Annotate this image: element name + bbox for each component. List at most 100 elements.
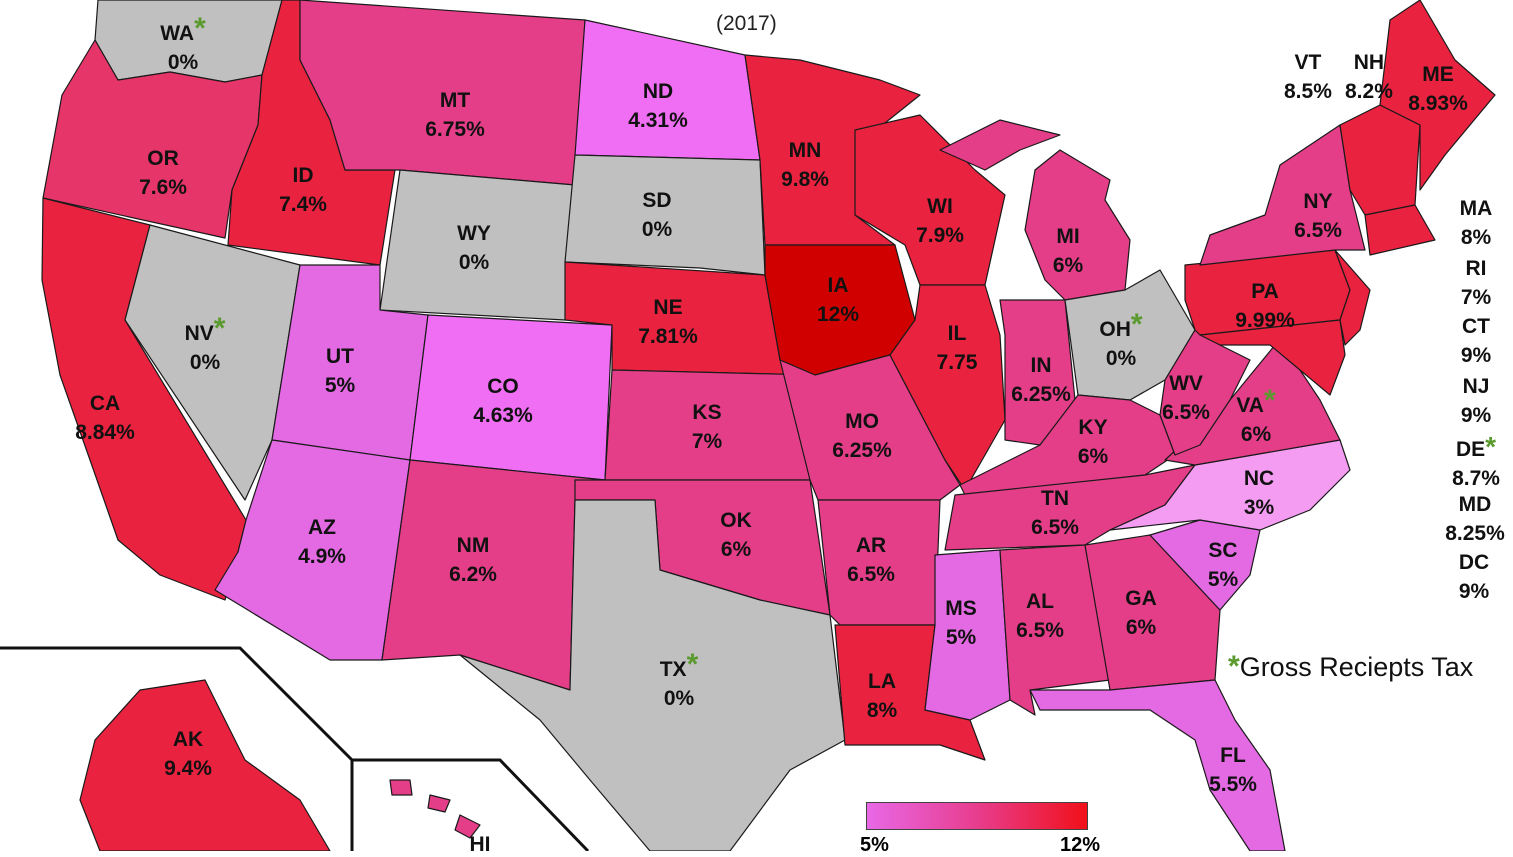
state-label-ny: NY 6.5% [1294, 190, 1342, 242]
state-rate: 0% [190, 351, 221, 374]
state-label-id: ID 7.4% [279, 164, 327, 216]
state-label-ak: AK 9.4% [164, 728, 212, 780]
scale-max-label: 12% [1060, 834, 1101, 856]
state-rate: 6.2% [449, 563, 497, 586]
label-dc: DC 9% [1452, 548, 1496, 606]
state-label-tn: TN 6.5% [1031, 487, 1079, 539]
state-abbr: TN [1041, 487, 1069, 510]
state-rate: 0% [168, 51, 199, 74]
state-abbr: NH [1353, 51, 1385, 74]
color-scale-bar [866, 802, 1088, 830]
state-rate: 6% [721, 538, 752, 561]
state-shape-ne3 [1364, 204, 1436, 256]
state-shape-ny [1199, 124, 1366, 266]
state-abbr: NV [185, 322, 214, 345]
state-abbr: WV [1169, 372, 1203, 395]
state-abbr: SD [642, 189, 671, 212]
state-label-va: VA* 6% [1236, 384, 1276, 446]
label-nj: NJ 9% [1456, 372, 1496, 430]
state-rate: 8.84% [75, 421, 135, 444]
state-label-az: AZ 4.9% [298, 516, 346, 568]
gross-receipts-legend: *Gross Reciepts Tax [1228, 650, 1473, 684]
state-shapes [41, 0, 1496, 851]
state-label-nm: NM 6.2% [449, 534, 497, 586]
state-rate: 7% [1460, 286, 1492, 309]
state-abbr: AR [856, 534, 886, 557]
state-rate: 5% [325, 374, 356, 397]
legend-asterisk: * [1228, 650, 1240, 683]
state-abbr: AL [1026, 590, 1054, 613]
state-rate: 8.5% [1284, 80, 1332, 103]
state-rate: 0% [642, 218, 673, 241]
state-rate: 7.4% [279, 193, 327, 216]
state-abbr: TX [660, 658, 687, 681]
state-abbr: OR [147, 147, 179, 170]
state-rate: 6% [1078, 445, 1109, 468]
state-shape-sd [564, 154, 766, 276]
state-shape-mi2 [939, 119, 1061, 171]
state-shape-ak [79, 679, 331, 851]
state-rate: 0% [459, 251, 490, 274]
state-rate: 4.31% [628, 109, 688, 132]
state-abbr: MI [1056, 225, 1079, 248]
state-label-ks: KS 7% [692, 401, 723, 453]
state-abbr: IN [1031, 354, 1052, 377]
state-abbr: MT [440, 89, 470, 112]
gross-receipts-asterisk: * [1264, 384, 1276, 417]
state-abbr: NY [1303, 190, 1332, 213]
state-abbr: HI [470, 833, 491, 851]
state-rate: 3% [1244, 496, 1275, 519]
state-shape-wy [379, 169, 576, 321]
state-abbr: VT [1294, 51, 1322, 74]
state-abbr: ME [1422, 63, 1454, 86]
state-label-ia: IA 12% [817, 274, 859, 326]
state-shape-fl [1029, 679, 1286, 851]
scale-min-label: 5% [860, 834, 889, 856]
state-rate: 8% [867, 699, 898, 722]
state-label-al: AL 6.5% [1016, 590, 1064, 642]
state-rate: 4.9% [298, 545, 346, 568]
state-abbr: PA [1251, 280, 1279, 303]
state-rate: 5.5% [1209, 773, 1257, 796]
label-ct: CT 9% [1456, 312, 1496, 370]
state-rate: 6% [1241, 423, 1272, 446]
state-label-sc: SC 5% [1208, 539, 1239, 591]
state-label-nc: NC 3% [1244, 467, 1275, 519]
state-abbr: OK [720, 509, 752, 532]
state-label-mi: MI 6% [1053, 225, 1084, 277]
state-abbr: NE [653, 296, 682, 319]
state-rate: 5% [1208, 568, 1239, 591]
state-label-ut: UT 5% [325, 345, 356, 397]
state-shape-nj [1334, 249, 1371, 346]
state-label-co: CO 4.63% [473, 375, 533, 427]
state-rate: 7% [692, 430, 723, 453]
state-label-wi: WI 7.9% [916, 195, 964, 247]
gross-receipts-asterisk: * [687, 648, 699, 681]
state-rate: 8.2% [1345, 80, 1393, 103]
state-rate: 6.5% [1294, 219, 1342, 242]
state-label-nd: ND 4.31% [628, 80, 688, 132]
state-rate: 9% [1458, 580, 1490, 603]
inset-frames [0, 646, 590, 851]
state-rate: 5% [946, 626, 977, 649]
state-label-mo: MO 6.25% [832, 410, 892, 462]
state-abbr: NJ [1462, 375, 1490, 398]
state-rate: 9% [1460, 404, 1492, 427]
state-shape-me [1379, 0, 1496, 191]
state-label-mn: MN 9.8% [781, 139, 829, 191]
state-abbr: FL [1220, 744, 1246, 767]
state-label-la: LA 8% [867, 670, 898, 722]
state-rate: 8.93% [1408, 92, 1468, 115]
state-label-or: OR 7.6% [139, 147, 187, 199]
state-rate: 9% [1460, 344, 1492, 367]
state-label-sd: SD 0% [642, 189, 673, 241]
state-label-wa: WA* 0% [160, 12, 206, 74]
state-abbr: WY [457, 222, 491, 245]
state-rate: 8.7% [1452, 467, 1500, 490]
state-abbr: ND [643, 80, 673, 103]
state-abbr-wrap: DE* [1444, 432, 1508, 464]
state-label-il: IL 7.75 [937, 322, 978, 374]
state-abbr: OH [1099, 318, 1131, 341]
state-label-nv: NV* 0% [185, 312, 226, 374]
state-rate: 6.25% [1011, 383, 1071, 406]
